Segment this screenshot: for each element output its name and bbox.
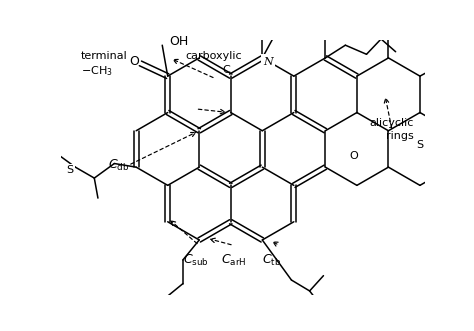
Text: $\mathit{C}_\mathrm{db}$: $\mathit{C}_\mathrm{db}$ (108, 158, 129, 173)
Text: O: O (349, 151, 357, 161)
Text: $\mathit{C}_\mathrm{tb}$: $\mathit{C}_\mathrm{tb}$ (263, 253, 282, 268)
Text: N: N (263, 57, 273, 67)
Text: carboxylic: carboxylic (185, 51, 242, 61)
Text: $\mathit{C}_\mathrm{arH}$: $\mathit{C}_\mathrm{arH}$ (221, 253, 246, 268)
Text: OH: OH (170, 35, 189, 48)
Text: rings: rings (386, 131, 414, 141)
Text: alicyclic: alicyclic (370, 118, 414, 128)
Text: terminal: terminal (81, 51, 128, 61)
Text: $-$CH$_3$: $-$CH$_3$ (81, 64, 113, 77)
Text: S: S (416, 140, 424, 150)
Text: S: S (66, 165, 73, 175)
Text: C: C (223, 65, 230, 74)
Text: $\mathit{C}_\mathrm{sub}$: $\mathit{C}_\mathrm{sub}$ (182, 253, 209, 268)
Text: O: O (129, 55, 139, 68)
